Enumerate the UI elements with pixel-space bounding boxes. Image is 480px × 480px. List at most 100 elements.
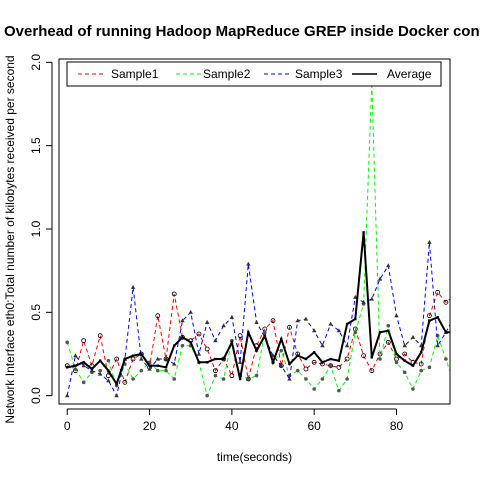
data-point	[444, 331, 448, 334]
data-point	[164, 368, 168, 373]
data-point	[188, 309, 193, 314]
data-point	[147, 366, 152, 371]
legend-label: Average	[387, 67, 432, 81]
data-point	[428, 319, 431, 322]
data-point	[295, 318, 300, 323]
data-point	[329, 357, 332, 361]
data-point	[139, 356, 144, 361]
data-point	[247, 331, 250, 334]
data-point	[122, 379, 128, 385]
data-point	[131, 354, 135, 357]
data-point	[279, 348, 284, 353]
data-point	[73, 353, 78, 358]
data-point	[271, 361, 275, 364]
series-line	[66, 82, 450, 398]
data-point	[377, 276, 383, 281]
data-point	[296, 354, 299, 357]
data-point	[73, 367, 78, 371]
data-point	[419, 368, 423, 373]
data-point	[361, 353, 366, 359]
data-point	[97, 371, 103, 376]
data-point	[394, 360, 399, 365]
data-point	[213, 338, 218, 343]
data-point	[378, 357, 382, 361]
data-point	[140, 352, 143, 356]
data-point	[180, 343, 185, 348]
x-tick-label: 0	[64, 419, 71, 433]
data-point	[81, 338, 87, 344]
data-point	[255, 349, 258, 352]
legend-label: Sample3	[295, 67, 343, 81]
data-point	[230, 341, 234, 344]
legend-box	[66, 61, 442, 87]
series-line	[67, 232, 450, 387]
series-sample1	[64, 289, 456, 385]
series-sample2	[65, 80, 456, 398]
data-point	[337, 388, 341, 393]
data-point	[336, 328, 342, 333]
x-tick-label: 40	[225, 419, 239, 433]
data-point	[130, 356, 136, 362]
data-point	[452, 315, 456, 319]
data-point	[130, 284, 136, 289]
data-point	[65, 340, 70, 345]
data-point	[197, 361, 201, 364]
data-point	[98, 359, 102, 362]
data-point	[262, 330, 267, 335]
x-tick-label: 80	[390, 419, 404, 433]
x-axis: 0 20 40 60 80	[64, 408, 404, 433]
data-point	[270, 318, 276, 324]
data-point	[114, 393, 119, 398]
series-line	[66, 242, 450, 398]
data-point	[312, 387, 316, 391]
data-point	[403, 359, 406, 362]
data-point	[452, 382, 456, 386]
data-point	[435, 343, 440, 348]
data-point	[287, 324, 292, 330]
data-point	[90, 367, 94, 371]
data-point	[115, 382, 118, 386]
data-point	[214, 357, 217, 361]
series-average	[66, 231, 450, 387]
data-point	[402, 343, 407, 348]
data-point	[344, 356, 350, 362]
data-point	[97, 333, 103, 339]
data-point	[387, 329, 390, 332]
data-point	[402, 351, 408, 357]
data-point	[394, 313, 399, 318]
data-point	[172, 377, 177, 381]
series-layer	[64, 80, 456, 398]
data-point	[410, 334, 416, 339]
data-point	[237, 359, 243, 364]
data-point	[221, 323, 226, 328]
data-point	[311, 359, 317, 365]
data-point	[336, 364, 342, 370]
x-axis-label: time(seconds)	[217, 450, 292, 464]
data-point	[402, 370, 407, 375]
data-point	[321, 361, 324, 364]
data-point	[411, 387, 415, 391]
data-point	[107, 369, 110, 372]
data-point	[131, 377, 135, 381]
y-tick-label: 1.0	[29, 220, 43, 237]
series-sample3	[65, 239, 456, 398]
data-point	[385, 339, 391, 345]
data-point	[311, 328, 317, 333]
data-point	[106, 358, 111, 363]
data-point	[452, 294, 456, 298]
data-point	[353, 330, 358, 335]
data-point	[328, 363, 334, 369]
data-point	[246, 261, 251, 266]
data-point	[81, 363, 86, 368]
data-point	[386, 263, 391, 268]
data-point	[114, 356, 120, 362]
data-point	[411, 364, 415, 367]
data-point	[427, 365, 432, 370]
data-point	[288, 362, 291, 366]
data-point	[171, 291, 177, 297]
legend-label: Sample1	[111, 67, 159, 81]
data-point	[345, 322, 349, 326]
data-point	[254, 319, 259, 324]
y-axis-label: Network Interface eth0:Total number of k…	[3, 55, 17, 423]
